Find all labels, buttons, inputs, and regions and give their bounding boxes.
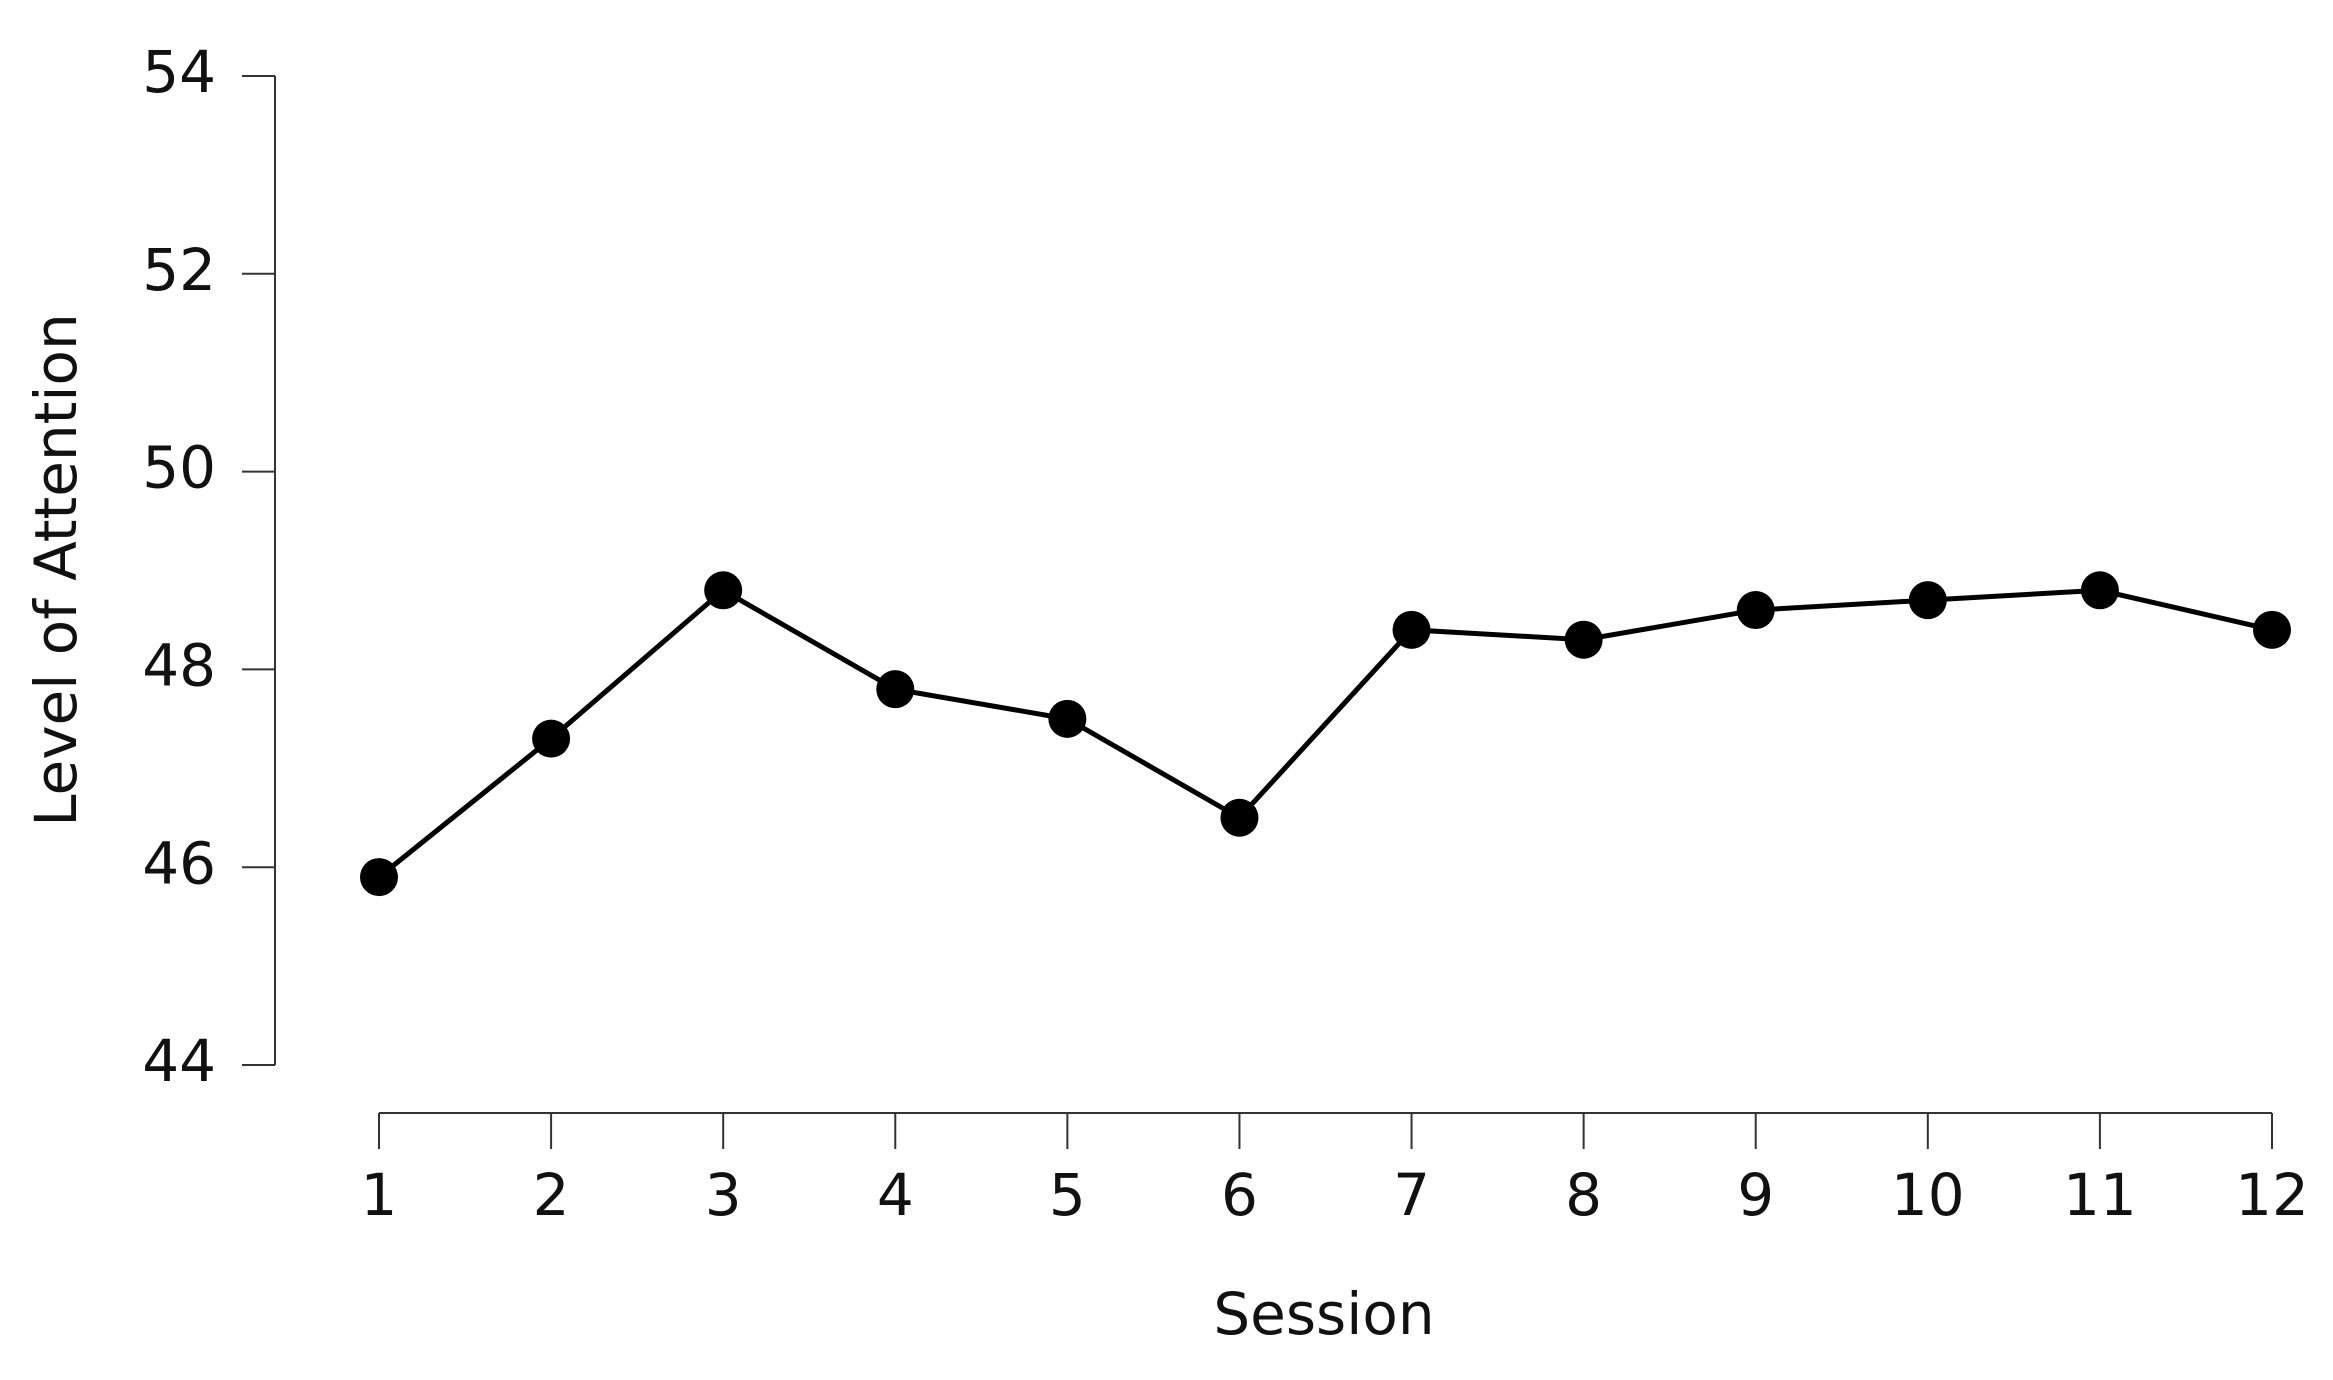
y-tick-label: 48 — [142, 632, 216, 700]
marker — [876, 670, 915, 709]
x-tick-label: 9 — [1737, 1161, 1774, 1229]
x-tick-label: 5 — [1049, 1161, 1086, 1229]
y-axis-label: Level of Attention — [22, 313, 90, 827]
x-tick-label: 6 — [1221, 1161, 1258, 1229]
x-tick-label: 2 — [533, 1161, 570, 1229]
marker — [360, 858, 398, 897]
marker — [2080, 571, 2119, 610]
x-tick-label: 7 — [1393, 1161, 1430, 1229]
marker — [1392, 610, 1431, 649]
x-tick-label: 1 — [361, 1161, 398, 1229]
x-tick-label: 4 — [877, 1161, 914, 1229]
y-tick-label: 54 — [142, 38, 216, 106]
y-tick-label: 44 — [142, 1027, 216, 1095]
marker — [532, 719, 571, 758]
x-tick-label: 10 — [1891, 1161, 1965, 1229]
x-tick-label: 11 — [2063, 1161, 2137, 1229]
marker — [2253, 610, 2291, 649]
marker — [1048, 699, 1087, 738]
x-axis-label: Session — [1213, 1280, 1434, 1348]
marker — [704, 571, 743, 610]
y-tick-label: 46 — [142, 829, 216, 897]
x-tick-label: 12 — [2235, 1161, 2309, 1229]
line — [377, 587, 2273, 880]
marker — [1564, 620, 1603, 659]
marker — [1736, 591, 1775, 630]
y-tick-label: 52 — [142, 236, 216, 304]
marker — [1908, 581, 1947, 620]
x-tick-label: 3 — [705, 1161, 742, 1229]
x-tick-label: 8 — [1565, 1161, 1602, 1229]
y-tick-label: 50 — [142, 434, 216, 502]
marker — [1220, 798, 1259, 837]
